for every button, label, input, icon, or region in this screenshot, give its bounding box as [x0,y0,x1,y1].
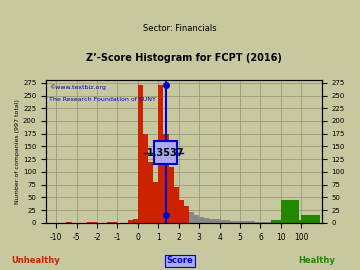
Text: Healthy: Healthy [298,256,335,265]
Bar [281,200,299,223]
Bar [250,221,255,223]
Y-axis label: Number of companies (997 total): Number of companies (997 total) [15,99,20,204]
Bar [112,222,117,223]
Bar [194,215,199,223]
Text: 1.3537: 1.3537 [147,148,184,158]
Bar [210,219,215,223]
Bar [153,192,158,223]
Bar [215,219,220,223]
Bar [225,220,230,223]
Text: ©www.textbiz.org: ©www.textbiz.org [49,85,105,90]
Bar [143,134,148,223]
Bar [138,85,143,223]
Bar [128,220,133,223]
Title: Z’-Score Histogram for FCPT (2016): Z’-Score Histogram for FCPT (2016) [86,53,282,63]
Bar [261,222,271,223]
Bar [271,220,281,223]
Bar [240,221,245,223]
Bar [148,162,153,223]
FancyBboxPatch shape [154,141,177,164]
Bar [107,222,112,223]
Bar [163,134,168,223]
Bar [245,221,250,223]
Bar [299,220,310,223]
Text: Sector: Financials: Sector: Financials [143,24,217,33]
Bar [67,222,72,223]
Bar [133,219,138,223]
Bar [255,222,261,223]
Bar [199,217,204,223]
Bar [148,215,153,223]
Bar [230,221,235,223]
Bar [189,212,194,223]
Text: Score: Score [167,256,193,265]
Bar [179,200,184,223]
Bar [184,207,189,223]
Bar [92,222,97,223]
Bar [87,222,92,223]
Bar [220,220,225,223]
Bar [301,215,320,223]
Bar [168,167,174,223]
Bar [235,221,240,223]
Bar [153,182,158,223]
Text: The Research Foundation of SUNY: The Research Foundation of SUNY [49,97,156,102]
Text: Unhealthy: Unhealthy [12,256,60,265]
Bar [204,218,210,223]
Bar [158,85,163,223]
Bar [174,187,179,223]
